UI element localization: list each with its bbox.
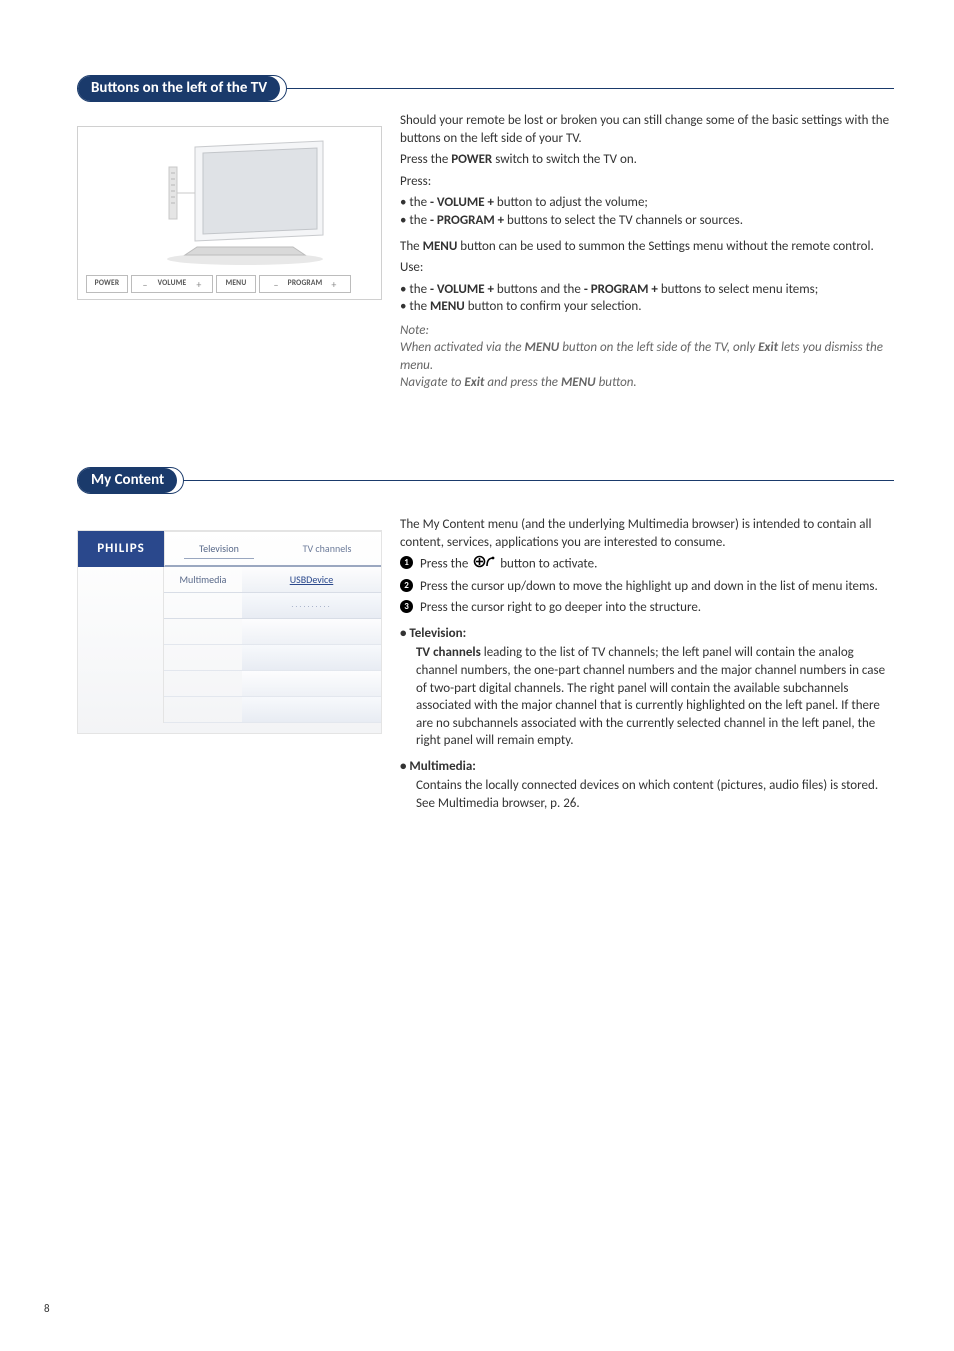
section-buttons: Buttons on the left of the TV (77, 88, 894, 392)
use-label: Use: (400, 259, 894, 277)
multimedia-body: Contains the locally connected devices o… (400, 777, 894, 812)
my-content-button-icon (473, 555, 495, 574)
bold-text: MENU (423, 239, 458, 254)
step-3: 3 Press the cursor right to go deeper in… (400, 599, 894, 617)
note-line1: When activated via the MENU button on th… (400, 339, 894, 374)
bold-text: - PROGRAM + (584, 282, 658, 297)
bold-text: MENU (430, 299, 465, 314)
text: Press the (420, 557, 471, 572)
multimedia-heading: • Multimedia: (400, 758, 894, 776)
row-label-multimedia: Multimedia (164, 567, 242, 593)
text: button on the left side of the TV, only (559, 340, 758, 355)
text: Press the (400, 152, 451, 167)
text: leading to the list of TV channels; the … (416, 645, 885, 748)
text: the (409, 213, 430, 228)
note-line2: Navigate to Exit and press the MENU butt… (400, 374, 894, 392)
television-body: TV channels leading to the list of TV ch… (400, 644, 894, 749)
volume-button-group: – VOLUME + (131, 275, 213, 293)
row-dots: .......... (242, 593, 381, 619)
section-title: Buttons on the left of the TV (78, 76, 280, 101)
list-item: the - VOLUME + buttons and the - PROGRAM… (400, 281, 894, 299)
power-button: POWER (86, 275, 128, 293)
text: buttons to select menu items; (658, 282, 818, 297)
section-title: My Content (78, 468, 177, 493)
menu-para: The MENU button can be used to summon th… (400, 238, 894, 256)
page-number: 8 (44, 1302, 50, 1317)
bold-text: - PROGRAM + (430, 213, 504, 228)
text: Press the cursor right to go deeper into… (420, 600, 701, 615)
minus-icon: – (273, 278, 278, 292)
press-list: the - VOLUME + button to adjust the volu… (400, 194, 894, 229)
section-my-content: My Content PHILIPS Television TV channel… (77, 480, 894, 812)
text: When activated via the (400, 340, 525, 355)
bold-text: - VOLUME + (430, 195, 494, 210)
bold-text: POWER (451, 152, 492, 167)
text: the (409, 195, 430, 210)
list-item: the - PROGRAM + buttons to select the TV… (400, 212, 894, 230)
steps-list: 1 Press the button to activate. (400, 555, 894, 617)
lead-para: Should your remote be lost or broken you… (400, 112, 894, 147)
text: the (409, 299, 430, 314)
television-heading: • Television: (400, 625, 894, 643)
text: button can be used to summon the Setting… (457, 239, 873, 254)
section2-text: The My Content menu (and the underlying … (400, 520, 894, 812)
text: Press the cursor up/down to move the hig… (420, 579, 878, 594)
section1-text: Should your remote be lost or broken you… (400, 116, 894, 392)
bold-italic-text: Exit (758, 340, 778, 355)
tv-button-row: POWER – VOLUME + MENU – PROGRAM + (86, 275, 373, 293)
bold-italic-text: MENU (525, 340, 560, 355)
plus-icon: + (331, 278, 336, 292)
row-value-usbdevice: USBDevice (242, 567, 381, 593)
step-number-badge: 1 (400, 556, 413, 569)
step-number-badge: 3 (400, 600, 413, 613)
text: The (400, 239, 423, 254)
plus-icon: + (196, 278, 201, 292)
tab-label: TV channels (303, 542, 352, 556)
volume-label: VOLUME (158, 279, 187, 289)
minus-icon: – (142, 278, 147, 292)
step-1: 1 Press the button to activate. (400, 555, 894, 574)
text: Navigate to (400, 375, 464, 390)
text: button to adjust the volume; (494, 195, 648, 210)
philips-logo: PHILIPS (78, 531, 164, 567)
list-item: the MENU button to confirm your selectio… (400, 298, 894, 316)
use-list: the - VOLUME + buttons and the - PROGRAM… (400, 281, 894, 316)
step-number-badge: 2 (400, 579, 413, 592)
list-item: the - VOLUME + button to adjust the volu… (400, 194, 894, 212)
note-label: Note: (400, 322, 894, 340)
tab-label: Television (199, 542, 239, 556)
my-content-screenshot: PHILIPS Television TV channels Multimedi… (77, 530, 382, 734)
menu-button: MENU (216, 275, 256, 293)
text: button. (596, 375, 637, 390)
press-label: Press: (400, 173, 894, 191)
bold-italic-text: Exit (464, 375, 484, 390)
lead-para: The My Content menu (and the underlying … (400, 516, 894, 551)
bold-text: - VOLUME + (430, 282, 494, 297)
text: buttons and the (494, 282, 584, 297)
program-button-group: – PROGRAM + (259, 275, 351, 293)
text: switch to switch the TV on. (492, 152, 637, 167)
program-label: PROGRAM (288, 279, 323, 289)
text: and press the (484, 375, 561, 390)
tab-television: Television (164, 531, 273, 567)
bold-italic-text: MENU (561, 375, 596, 390)
power-para: Press the POWER switch to switch the TV … (400, 151, 894, 169)
bold-text: TV channels (416, 645, 481, 660)
text: button to activate. (500, 557, 597, 572)
tv-diagram: POWER – VOLUME + MENU – PROGRAM + (77, 126, 382, 300)
tv-illustration (125, 137, 335, 267)
step-2: 2 Press the cursor up/down to move the h… (400, 578, 894, 596)
tab-tv-channels: TV channels (273, 531, 381, 567)
section-title-wrap: My Content (77, 467, 184, 494)
section-title-wrap: Buttons on the left of the TV (77, 75, 287, 102)
text: buttons to select the TV channels or sou… (504, 213, 743, 228)
text: button to confirm your selection. (465, 299, 642, 314)
text: the (409, 282, 430, 297)
